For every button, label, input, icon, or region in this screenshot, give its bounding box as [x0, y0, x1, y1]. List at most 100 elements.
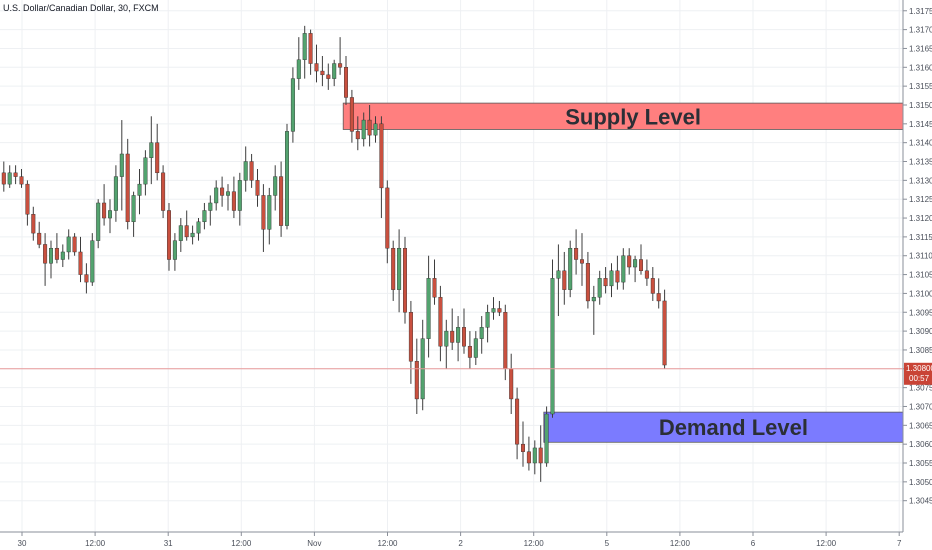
candle-body	[96, 202, 101, 241]
y-tick-label: 1.31550	[909, 82, 932, 91]
candle	[220, 176, 225, 207]
y-tick-label: 1.30550	[909, 459, 932, 468]
x-tick-label: 12:00	[85, 539, 106, 548]
supply-zone-label: Supply Level	[565, 104, 701, 129]
candle-body	[267, 195, 272, 230]
candle-body	[615, 270, 620, 283]
candle	[119, 120, 124, 211]
x-tick-label: 12:00	[670, 539, 691, 548]
candle	[615, 255, 620, 290]
candle-body	[556, 270, 561, 279]
candle	[485, 304, 490, 343]
candle	[155, 123, 160, 181]
y-tick-label: 1.30900	[909, 327, 932, 336]
chart-grid	[0, 0, 903, 532]
y-tick-label: 1.31400	[909, 139, 932, 148]
candle	[650, 267, 655, 301]
candle-body	[650, 278, 655, 294]
x-tick-label: Nov	[307, 539, 321, 548]
candle-body	[639, 259, 644, 272]
candle	[243, 146, 248, 192]
candle-body	[627, 255, 632, 268]
y-tick-label: 1.31650	[909, 44, 932, 53]
demand-zone	[543, 411, 904, 443]
candle	[78, 236, 83, 283]
candle	[603, 267, 608, 294]
candle	[172, 233, 177, 271]
candle-body	[497, 308, 502, 313]
candle	[621, 248, 626, 290]
candle-body	[255, 180, 260, 196]
candle-body	[568, 247, 573, 290]
candle-body	[273, 176, 278, 196]
candle	[639, 244, 644, 275]
candle	[338, 37, 343, 75]
candle	[161, 165, 166, 219]
candle-body	[562, 270, 567, 290]
candle	[96, 199, 101, 249]
candle	[107, 199, 112, 234]
candle	[113, 165, 118, 222]
candle	[550, 259, 555, 418]
candle	[497, 300, 502, 317]
candle	[72, 233, 77, 256]
candle	[580, 233, 585, 286]
candle	[1, 161, 6, 192]
candle-body	[107, 210, 112, 219]
y-tick-label: 1.30450	[909, 497, 932, 506]
candle-body	[532, 447, 537, 464]
candle	[538, 425, 543, 482]
candle-body	[249, 161, 254, 181]
candle-body	[220, 187, 225, 196]
candle	[662, 289, 667, 369]
candle-body	[609, 270, 614, 287]
candle	[137, 169, 142, 215]
candle-body	[515, 398, 520, 445]
candle-body	[438, 296, 443, 347]
y-tick-label: 1.31150	[909, 233, 932, 242]
x-tick-label: 12:00	[524, 539, 545, 548]
y-tick-label: 1.31450	[909, 120, 932, 129]
candle	[231, 176, 236, 219]
y-tick-label: 1.30700	[909, 402, 932, 411]
candle-body	[320, 70, 325, 76]
candle-body	[7, 172, 12, 185]
candle-body	[633, 259, 638, 268]
candle	[202, 202, 207, 230]
x-tick-label: 31	[164, 539, 173, 548]
candle-body	[25, 183, 30, 215]
candle-body	[526, 451, 531, 464]
y-tick-label: 1.31250	[909, 195, 932, 204]
x-tick-label: 12:00	[377, 539, 398, 548]
candle	[408, 300, 413, 384]
candle	[591, 285, 596, 335]
candle	[379, 116, 384, 219]
candle-body	[503, 312, 508, 369]
candle	[285, 123, 290, 230]
candle-body	[243, 161, 248, 181]
candle-body	[231, 191, 236, 211]
candle-body	[538, 447, 543, 464]
candle-body	[462, 327, 467, 347]
candle	[332, 59, 337, 87]
y-tick-label: 1.31100	[909, 252, 932, 261]
y-tick-label: 1.31200	[909, 214, 932, 223]
x-tick-label: 6	[751, 539, 756, 548]
candle	[633, 255, 638, 283]
candle-body	[391, 247, 396, 290]
x-tick-label: 30	[18, 539, 27, 548]
candle	[37, 221, 42, 249]
candle-body	[491, 308, 496, 313]
candle-body	[403, 247, 408, 313]
candle	[237, 172, 242, 226]
candle	[509, 353, 514, 415]
candle	[225, 184, 230, 211]
y-tick-label: 1.30950	[909, 308, 932, 317]
candle-body	[237, 180, 242, 211]
candle	[361, 112, 366, 147]
candle-body	[550, 278, 555, 415]
candle	[290, 67, 295, 143]
